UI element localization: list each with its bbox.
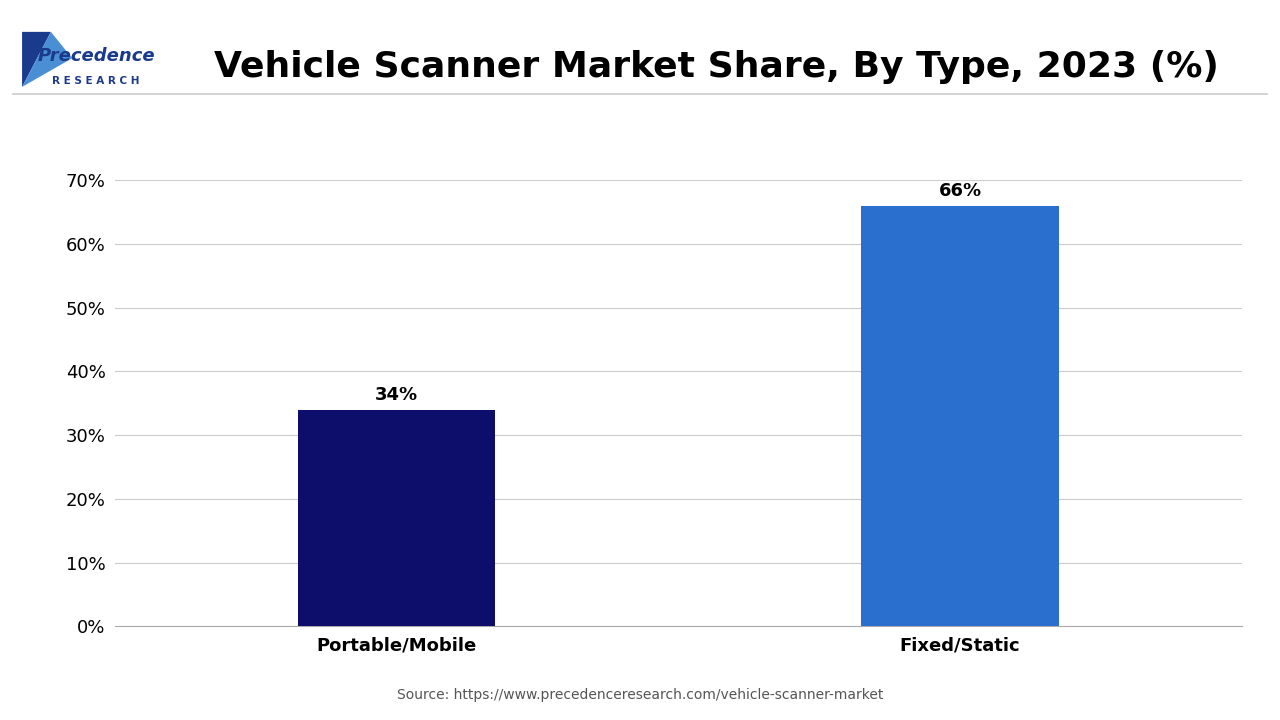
Bar <box>298 410 495 626</box>
Text: R E S E A R C H: R E S E A R C H <box>52 76 140 86</box>
Bar <box>861 205 1059 626</box>
Text: 66%: 66% <box>938 182 982 200</box>
Polygon shape <box>22 32 51 87</box>
Text: Vehicle Scanner Market Share, By Type, 2023 (%): Vehicle Scanner Market Share, By Type, 2… <box>214 50 1220 84</box>
Text: Source: https://www.precedenceresearch.com/vehicle-scanner-market: Source: https://www.precedenceresearch.c… <box>397 688 883 702</box>
Polygon shape <box>22 32 72 87</box>
Text: 34%: 34% <box>375 387 419 405</box>
Text: Precedence: Precedence <box>37 47 155 65</box>
